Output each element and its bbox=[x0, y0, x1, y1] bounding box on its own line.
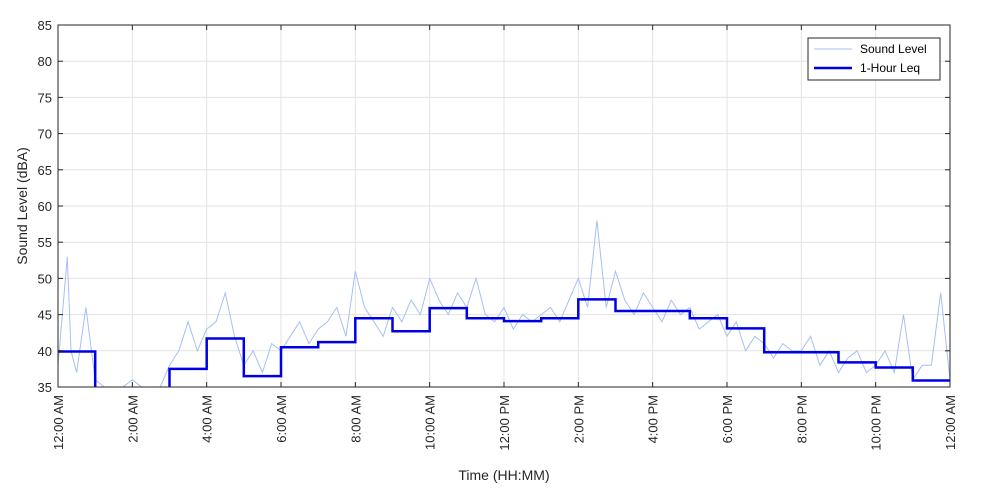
x-tick-label-8: 4:00 PM bbox=[646, 395, 661, 443]
x-tick-label-10: 8:00 PM bbox=[794, 395, 809, 443]
y-tick-label-4: 55 bbox=[38, 235, 52, 250]
legend: Sound Level 1-Hour Leq bbox=[807, 37, 941, 81]
x-tick-label-9: 6:00 PM bbox=[720, 395, 735, 443]
x-tick-label-12: 12:00 AM bbox=[943, 395, 958, 450]
legend-label-sound-level: Sound Level bbox=[860, 42, 927, 56]
legend-label-1-hour-leq: 1-Hour Leq bbox=[860, 61, 920, 75]
y-tick-label-6: 65 bbox=[38, 163, 52, 178]
y-tick-label-5: 60 bbox=[38, 199, 52, 214]
tick-marks bbox=[57, 24, 951, 388]
series-1-hour-leq-line bbox=[58, 298, 950, 387]
x-tick-label-7: 2:00 PM bbox=[571, 395, 586, 443]
y-axis-title: Sound Level (dBA) bbox=[14, 147, 30, 265]
x-tick-label-6: 12:00 PM bbox=[497, 395, 512, 451]
legend-box bbox=[807, 37, 941, 81]
y-tick-label-3: 50 bbox=[38, 271, 52, 286]
x-tick-label-1: 2:00 AM bbox=[125, 395, 140, 443]
x-tick-label-2: 4:00 AM bbox=[200, 395, 215, 443]
series-sound-level-line bbox=[58, 220, 950, 387]
y-tick-label-1: 40 bbox=[38, 344, 52, 359]
y-tick-label-2: 45 bbox=[38, 308, 52, 323]
x-tick-label-4: 8:00 AM bbox=[348, 395, 363, 443]
tick-labels: 35 40 45 50 55 60 65 70 75 80 85 12:00 AM 2:00 AM 4:0… bbox=[38, 18, 958, 451]
y-tick-label-10: 85 bbox=[38, 18, 52, 33]
y-tick-label-0: 35 bbox=[38, 380, 52, 395]
y-tick-label-8: 75 bbox=[38, 90, 52, 105]
x-tick-label-0: 12:00 AM bbox=[51, 395, 66, 450]
y-tick-label-9: 80 bbox=[38, 54, 52, 69]
x-tick-label-5: 10:00 AM bbox=[423, 395, 438, 450]
y-tick-label-7: 70 bbox=[38, 127, 52, 142]
x-axis-title: Time (HH:MM) bbox=[458, 467, 549, 483]
series-group bbox=[58, 220, 950, 387]
x-tick-label-3: 6:00 AM bbox=[274, 395, 289, 443]
x-tick-label-11: 10:00 PM bbox=[869, 395, 884, 451]
